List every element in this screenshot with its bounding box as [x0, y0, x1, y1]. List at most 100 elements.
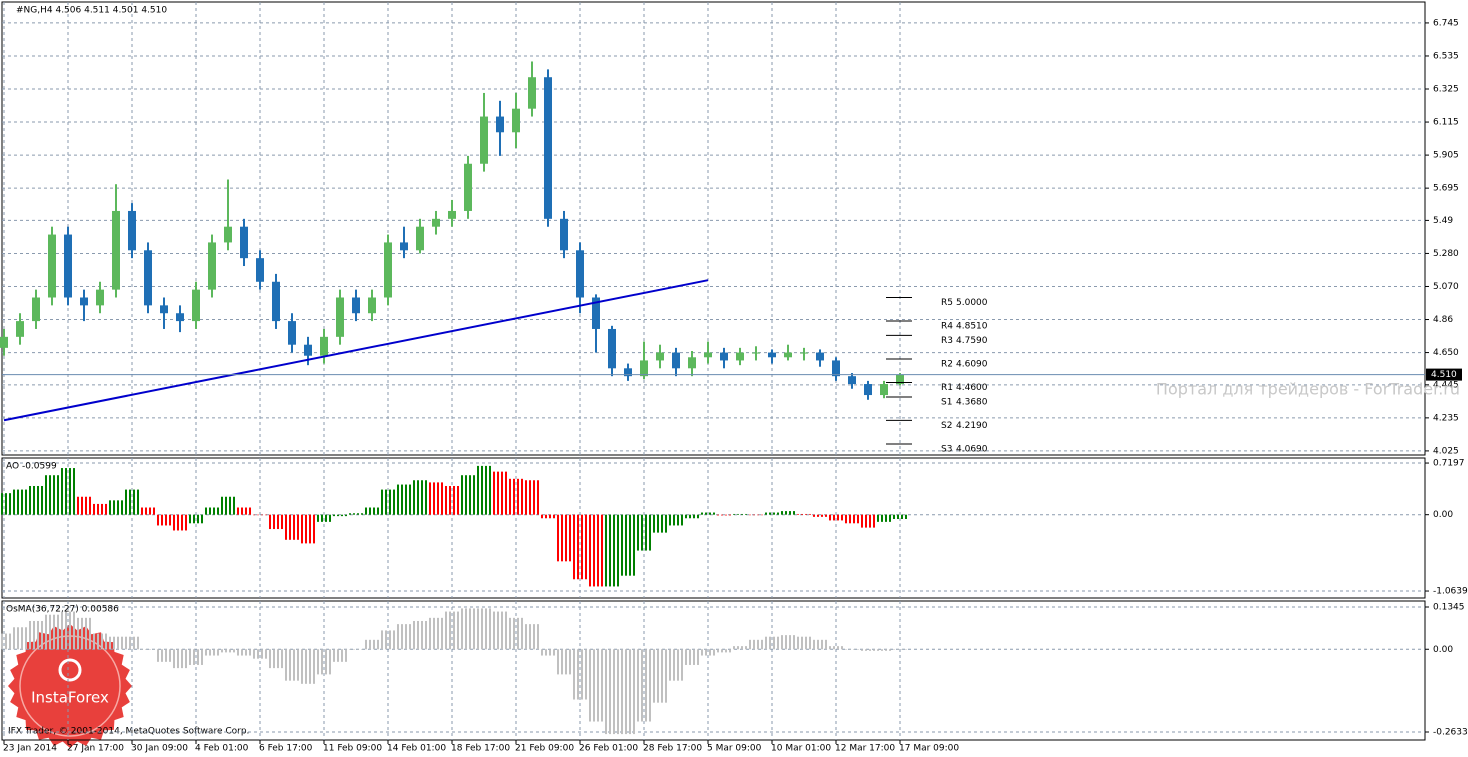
histogram-bar [733, 513, 735, 515]
histogram-bar [737, 513, 739, 515]
histogram-bar [669, 649, 671, 681]
pivot-name: S1 [941, 397, 952, 407]
histogram-bar [225, 649, 227, 653]
histogram-bar [229, 649, 231, 653]
histogram-bar [313, 649, 315, 684]
candle-body [224, 226, 232, 243]
histogram-bar [281, 514, 283, 530]
histogram-bar [201, 649, 203, 665]
candle-body [448, 210, 456, 219]
histogram-bar [57, 614, 59, 650]
candle-body [192, 289, 200, 322]
histogram-bar [37, 620, 39, 650]
histogram-bar [869, 649, 871, 651]
histogram-bar [501, 611, 503, 650]
candle-body [256, 258, 264, 282]
histogram-bar [509, 617, 511, 650]
histogram-bar [197, 514, 199, 524]
histogram-bar [609, 514, 611, 587]
histogram-bar [765, 512, 767, 515]
histogram-bar [377, 507, 379, 515]
histogram-bar [677, 514, 679, 526]
histogram-bar [837, 646, 839, 650]
histogram-bar [517, 478, 519, 515]
histogram-bar [545, 514, 547, 519]
histogram-bar [137, 636, 139, 650]
candle-body [0, 336, 8, 348]
histogram-bar [273, 514, 275, 530]
histogram-bar [637, 514, 639, 551]
histogram-bar [633, 514, 635, 576]
histogram-bar [757, 639, 759, 650]
histogram-bar [125, 489, 127, 515]
histogram-bar [317, 649, 319, 675]
histogram-bar [649, 514, 651, 551]
histogram-bar [385, 630, 387, 650]
histogram-bar [741, 513, 743, 515]
histogram-bar [705, 649, 707, 656]
histogram-bar [141, 507, 143, 515]
histogram-bar [89, 496, 91, 515]
candle-body [816, 352, 824, 361]
histogram-bar [609, 649, 611, 735]
histogram-bar [321, 514, 323, 522]
candle-body [512, 108, 520, 133]
histogram-bar [801, 636, 803, 650]
histogram-bar [769, 512, 771, 515]
histogram-bar [369, 507, 371, 515]
histogram-bar [893, 514, 895, 519]
histogram-bar [545, 649, 547, 656]
histogram-bar [77, 496, 79, 515]
histogram-bar [893, 649, 895, 650]
histogram-bar [509, 478, 511, 515]
histogram-bar [53, 614, 55, 650]
histogram-bar [237, 507, 239, 515]
histogram-bar [901, 514, 903, 519]
histogram-bar [605, 649, 607, 735]
histogram-bar [681, 514, 683, 526]
histogram-bar [877, 649, 879, 651]
histogram-bar [569, 514, 571, 562]
histogram-bar [685, 514, 687, 519]
histogram-bar [685, 649, 687, 665]
histogram-bar [321, 649, 323, 675]
histogram-bar [657, 649, 659, 703]
histogram-bar [825, 639, 827, 650]
histogram-bar [621, 514, 623, 576]
watermark: Портал для трейдеров - ForTrader.ru [1156, 380, 1460, 399]
histogram-bar [33, 485, 35, 515]
histogram-bar [265, 514, 267, 516]
x-tick-label: 28 Feb 17:00 [643, 744, 702, 754]
histogram-bar [393, 489, 395, 515]
histogram-bar [253, 649, 255, 659]
histogram-bar [273, 649, 275, 669]
histogram-bar [645, 514, 647, 551]
histogram-bar [525, 624, 527, 650]
histogram-bar [81, 496, 83, 515]
histogram-bar [873, 649, 875, 651]
histogram-bar [329, 649, 331, 675]
histogram-bar [269, 514, 271, 530]
histogram-bar [417, 480, 419, 515]
histogram-bar [153, 507, 155, 515]
panel-title: AO -0.0599 [6, 462, 57, 472]
candle-body [480, 116, 488, 164]
histogram-bar [785, 635, 787, 650]
panel-frame [1, 600, 1426, 741]
histogram-bar [241, 649, 243, 656]
pivot-name: R2 [941, 360, 953, 370]
histogram-bar [845, 649, 847, 650]
histogram-bar [289, 514, 291, 540]
histogram-bar [733, 646, 735, 650]
histogram-bar [861, 514, 863, 528]
histogram-bar [773, 636, 775, 650]
histogram-bar [457, 485, 459, 515]
histogram-bar [689, 514, 691, 519]
histogram-bar [681, 649, 683, 681]
candle-body [624, 368, 632, 377]
histogram-bar [693, 514, 695, 519]
histogram-bar [585, 514, 587, 580]
histogram-bar [869, 514, 871, 528]
histogram-bar [293, 649, 295, 681]
